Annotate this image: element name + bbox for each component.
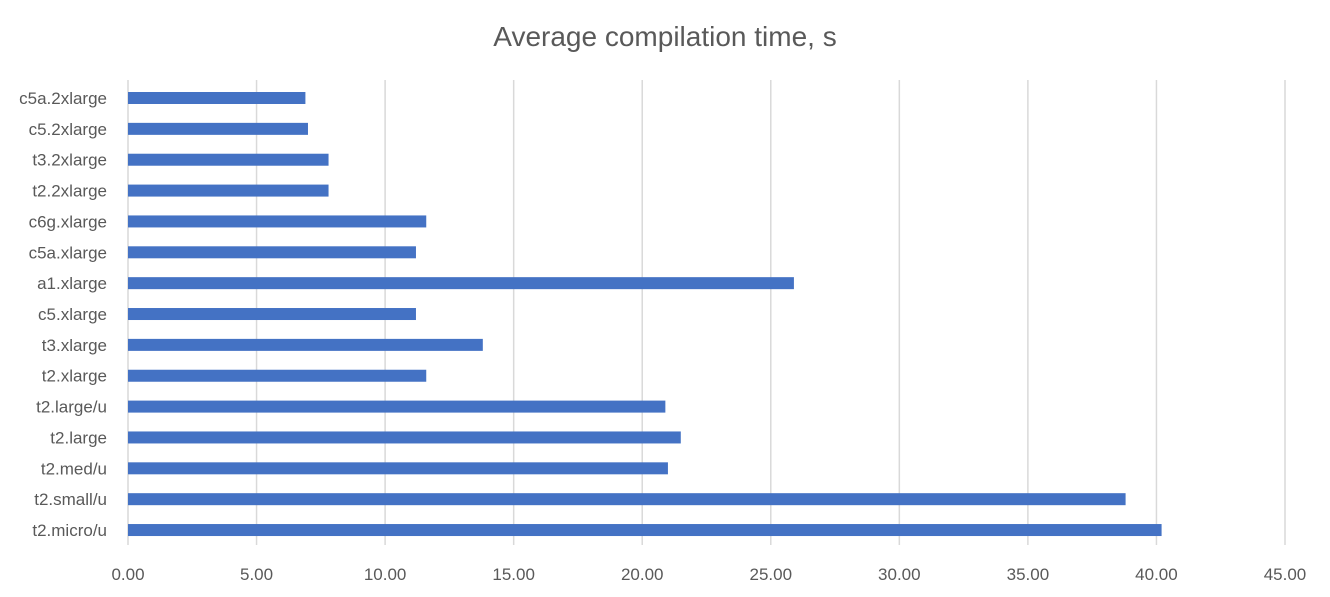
bar (128, 431, 681, 444)
bar (128, 277, 794, 290)
category-label: t2.xlarge (42, 367, 107, 386)
bar (128, 246, 416, 259)
x-tick-label: 10.00 (364, 565, 407, 584)
bar (128, 153, 329, 166)
bar (128, 493, 1126, 506)
bar (128, 369, 427, 382)
category-label: a1.xlarge (37, 274, 107, 293)
category-label: t2.large (50, 428, 107, 447)
x-tick-label: 25.00 (750, 565, 793, 584)
bar (128, 215, 427, 228)
category-label: t3.xlarge (42, 336, 107, 355)
bars (128, 92, 1162, 537)
category-label: t2.2xlarge (32, 182, 107, 201)
bar (128, 308, 416, 321)
category-label: t2.med/u (41, 459, 107, 478)
bar (128, 184, 329, 197)
category-labels: c5a.2xlarge c5.2xlarge t3.2xlarge t2.2xlarg… (19, 89, 107, 540)
bar (128, 92, 306, 104)
category-label: t3.2xlarge (32, 151, 107, 170)
x-tick-label: 40.00 (1135, 565, 1178, 584)
x-tick-label: 20.00 (621, 565, 664, 584)
x-tick-label: 35.00 (1007, 565, 1050, 584)
x-tick-label: 15.00 (492, 565, 535, 584)
x-tick-labels: 0.00 5.00 10.00 15.00 20.00 25.00 30.00 35.00 40… (111, 565, 1306, 584)
bar (128, 338, 483, 351)
category-label: c5.xlarge (38, 305, 107, 324)
category-label: t2.micro/u (32, 521, 107, 540)
category-label: c5a.2xlarge (19, 89, 107, 108)
x-tick-label: 45.00 (1264, 565, 1307, 584)
category-label: t2.large/u (36, 398, 107, 417)
bar (128, 462, 668, 475)
category-label: t2.small/u (34, 490, 107, 509)
chart-title: Average compilation time, s (493, 21, 836, 52)
x-tick-label: 30.00 (878, 565, 921, 584)
x-tick-label: 0.00 (111, 565, 144, 584)
bar (128, 524, 1162, 537)
category-label: c5a.xlarge (29, 243, 107, 262)
bar (128, 400, 666, 413)
x-tick-label: 5.00 (240, 565, 273, 584)
category-label: c5.2xlarge (29, 120, 107, 139)
bar (128, 122, 308, 135)
category-label: c6g.xlarge (29, 212, 107, 231)
